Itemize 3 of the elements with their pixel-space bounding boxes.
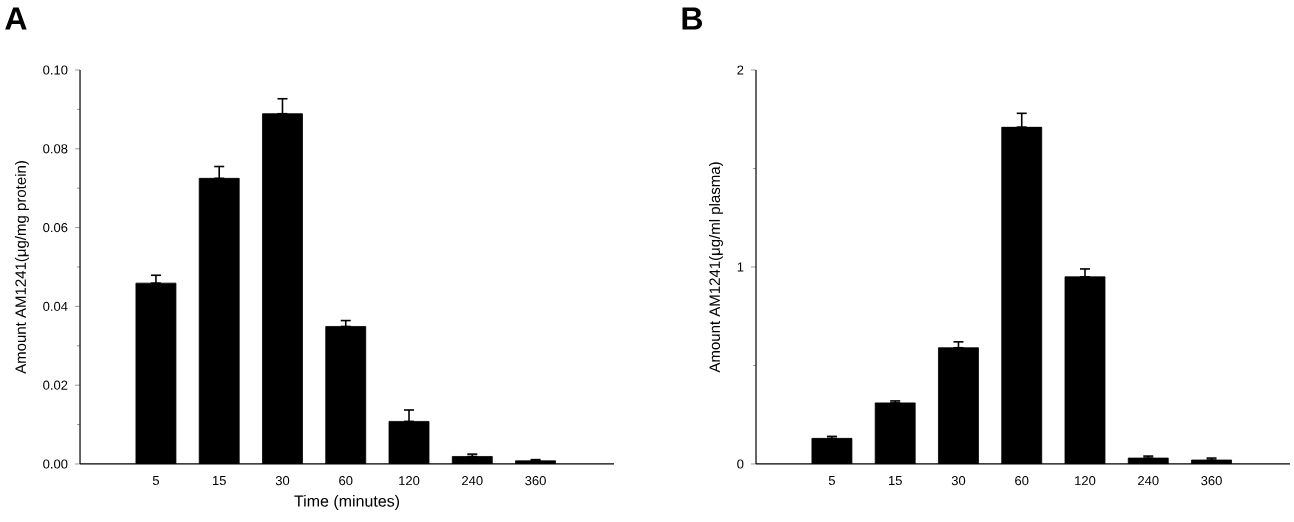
chart-title: B xyxy=(682,7,703,30)
chart-title: A xyxy=(5,7,27,30)
x-axis-title: Time (minutes) xyxy=(294,494,400,510)
